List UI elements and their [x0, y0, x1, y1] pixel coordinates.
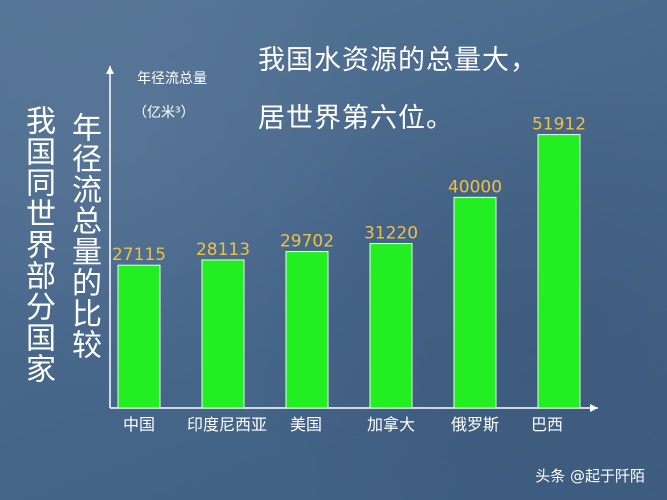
value-label-1: 27115: [112, 245, 166, 265]
y-axis-unit: （亿米³）: [133, 105, 195, 121]
category-label-6: 巴西: [531, 415, 563, 434]
category-label-5: 俄罗斯: [451, 415, 499, 434]
y-axis-arrow: [106, 66, 114, 74]
vertical-title-left: 我国同世界部分国家: [20, 105, 55, 384]
value-label-5: 40000: [448, 177, 502, 197]
value-label-4: 31220: [364, 224, 418, 244]
category-label-3: 美国: [290, 415, 322, 434]
value-label-2: 28113: [196, 240, 250, 260]
bar-5: [453, 196, 497, 409]
value-label-6: 51912: [532, 115, 586, 135]
vertical-title-right: 年径流总量的比较: [66, 112, 101, 360]
x-axis-arrow: [590, 404, 598, 412]
value-label-3: 29702: [280, 232, 334, 252]
category-label-1: 中国: [123, 415, 155, 434]
headline-line-1: 我国水资源的总量大，: [258, 45, 538, 76]
bar-2: [201, 259, 245, 409]
bar-4: [369, 243, 413, 409]
bar-3: [285, 251, 329, 409]
headline-line-2: 居世界第六位。: [258, 103, 454, 134]
category-label-2: 印度尼西亚: [187, 415, 267, 434]
watermark: 头条 @起于阡陌: [535, 467, 645, 485]
category-label-4: 加拿大: [367, 415, 415, 434]
y-axis-label: 年径流总量: [137, 71, 207, 87]
bar-6: [537, 134, 581, 409]
bar-1: [117, 264, 161, 409]
